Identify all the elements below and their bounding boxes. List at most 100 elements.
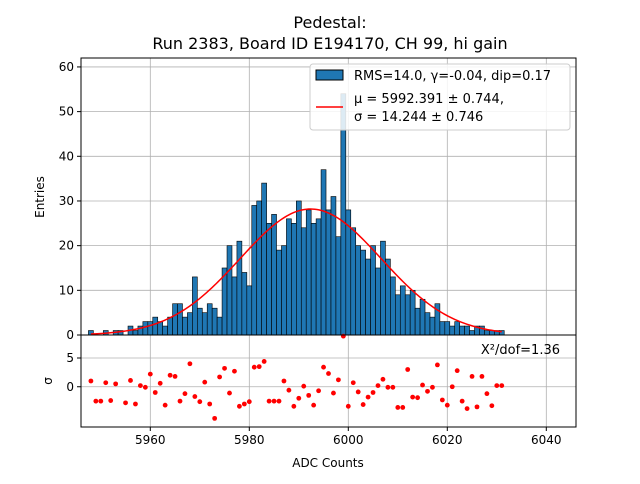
histogram-bar <box>266 223 272 336</box>
residual-point <box>142 384 148 390</box>
main-y-tick-label: 30 <box>59 194 74 208</box>
histogram-bar <box>261 182 267 336</box>
histogram-bar <box>375 267 381 336</box>
histogram-bar <box>429 316 436 336</box>
residual-point <box>489 403 495 409</box>
residual-point <box>331 390 336 396</box>
residual-point <box>197 399 203 405</box>
histogram-bar <box>256 200 262 336</box>
residual-point <box>395 405 401 410</box>
chart-title-line1: Pedestal: <box>293 13 366 32</box>
residual-point <box>365 394 371 400</box>
histogram-bar <box>459 325 465 336</box>
residual-point <box>138 383 143 388</box>
histogram-bar <box>147 321 154 336</box>
residual-point <box>336 377 341 383</box>
histogram-bar <box>216 316 223 336</box>
residual-point <box>232 368 237 374</box>
fit-curve <box>90 208 502 335</box>
histogram-bar <box>291 223 297 336</box>
residual-point <box>444 402 450 408</box>
histogram-bar <box>246 285 253 336</box>
histogram-bar <box>152 316 159 336</box>
residual-point <box>311 402 317 408</box>
main-y-axis-label: Entries <box>33 176 47 218</box>
histogram-bar <box>201 312 208 336</box>
histogram-bar <box>345 209 352 336</box>
main-y-ticks: 0 10 20 30 40 50 60 <box>59 60 81 342</box>
residual-point <box>479 374 485 379</box>
main-y-tick-label: 60 <box>59 60 74 74</box>
residual-points <box>88 333 505 421</box>
histogram-bar <box>271 214 277 336</box>
residual-point <box>157 380 163 386</box>
histogram-bar <box>370 245 376 336</box>
residual-point <box>306 392 312 398</box>
residual-plot-frame <box>80 334 577 428</box>
histogram-bar <box>424 312 431 336</box>
histogram-bar <box>177 303 183 336</box>
residual-point <box>494 383 500 388</box>
residual-point <box>321 364 326 370</box>
residual-point <box>345 403 351 409</box>
histogram-bar <box>365 258 371 336</box>
residual-point <box>113 381 119 387</box>
residual-y-tick-label: 0 <box>66 380 74 394</box>
residual-point <box>261 359 267 364</box>
residual-point <box>464 406 470 411</box>
residual-point <box>187 361 193 367</box>
residual-point <box>355 389 361 395</box>
gaussian-fit-line <box>90 208 502 335</box>
residual-point <box>192 394 198 399</box>
residual-point <box>227 390 232 396</box>
histogram-bar <box>305 209 312 336</box>
residual-point <box>499 383 505 388</box>
histogram-bar <box>444 321 451 336</box>
residual-point <box>301 383 307 389</box>
residual-point <box>108 398 114 403</box>
histogram-bar <box>197 307 203 336</box>
residual-point <box>281 378 287 384</box>
histogram-bar <box>172 303 178 336</box>
residual-point <box>435 362 440 368</box>
residual-point <box>375 383 381 388</box>
legend-hist-label: RMS=14.0, γ=-0.04, dip=0.17 <box>354 69 551 84</box>
legend: RMS=14.0, γ=-0.04, dip=0.17 μ = 5992.391… <box>309 63 571 131</box>
main-y-tick-label: 50 <box>59 105 74 119</box>
residual-point <box>454 368 460 374</box>
residual-chi2-annotation: X²/dof=1.36 <box>481 343 560 358</box>
legend-hist-swatch <box>315 69 344 81</box>
histogram-bar <box>157 321 163 336</box>
residual-point <box>296 395 302 401</box>
histogram-bar <box>449 325 456 336</box>
x-tick-label: 6020 <box>432 433 463 447</box>
x-tick-label: 5980 <box>234 433 265 447</box>
histogram-bar <box>464 325 470 336</box>
residual-point <box>266 398 272 404</box>
histogram-bar <box>385 258 391 336</box>
legend-fit-line1: μ = 5992.391 ± 0.744, <box>354 92 504 107</box>
residual-point <box>167 372 173 378</box>
residual-point <box>415 395 420 401</box>
histogram-bar <box>162 325 168 336</box>
x-tick-label: 6000 <box>333 433 364 447</box>
histogram-bars <box>88 93 505 336</box>
residual-point <box>425 388 430 394</box>
residual-point <box>370 390 376 395</box>
residual-point <box>182 391 188 397</box>
histogram-bar <box>390 276 396 336</box>
residual-point <box>276 398 282 404</box>
residual-y-axis-label: σ <box>41 377 55 385</box>
histogram-bar <box>404 294 411 336</box>
residual-point <box>207 401 213 407</box>
histogram-bar <box>226 245 233 336</box>
residual-point <box>316 388 321 394</box>
residual-point <box>202 379 208 385</box>
residual-point <box>286 387 292 393</box>
histogram-bar <box>320 169 327 336</box>
residual-point <box>251 364 257 370</box>
residual-point <box>449 384 455 390</box>
residual-point <box>410 394 416 400</box>
residual-y-tick-label: 5 <box>66 351 74 365</box>
